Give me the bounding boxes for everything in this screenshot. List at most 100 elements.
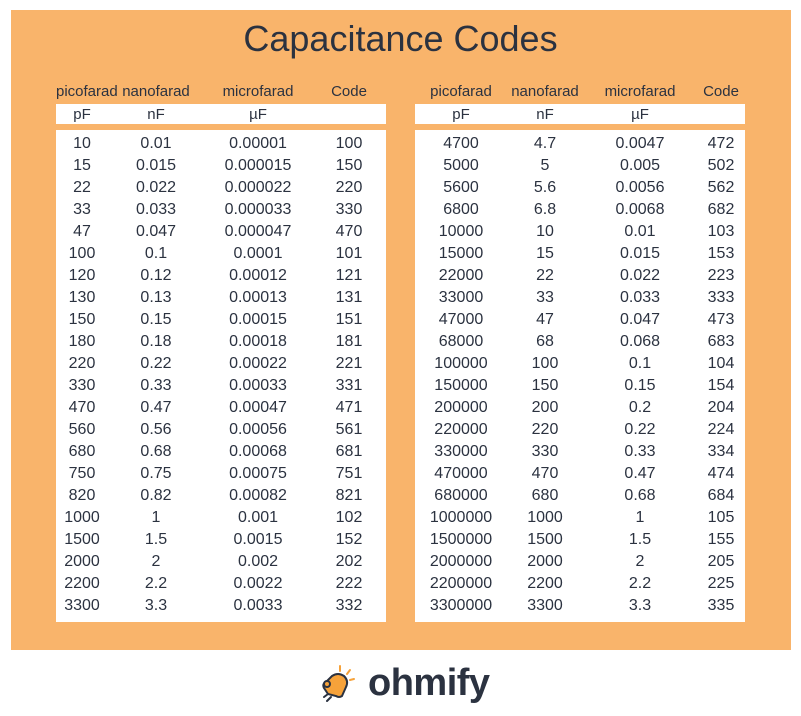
code-value: 473 <box>707 311 735 328</box>
pf-value: 2000 <box>64 553 100 570</box>
nf-value: 68 <box>536 333 554 350</box>
uf-value: 0.068 <box>619 333 661 350</box>
pf-value: 680000 <box>434 487 488 504</box>
table-row: 680 0.68 0.00068 681 <box>56 441 386 463</box>
code-value: 153 <box>707 245 735 262</box>
code-value: 684 <box>707 487 735 504</box>
header-code: Code <box>703 82 739 100</box>
uf-value: 3.3 <box>628 597 652 614</box>
pf-value: 220000 <box>434 421 488 438</box>
pf-value: 47 <box>73 223 91 240</box>
code-value: 221 <box>335 355 363 372</box>
pf-value: 4700 <box>443 135 479 152</box>
uf-value: 0.00075 <box>229 465 287 482</box>
pf-value: 180 <box>68 333 96 350</box>
table-row: 2200000 2200 2.2 225 <box>415 573 745 595</box>
pf-value: 2200000 <box>429 575 493 592</box>
uf-value: 0.0033 <box>233 597 283 614</box>
nf-value: 1.5 <box>144 531 168 548</box>
table-row: 200000 200 0.2 204 <box>415 397 745 419</box>
pf-value: 15 <box>73 157 91 174</box>
nf-value: 100 <box>531 355 559 372</box>
table-row: 22 0.022 0.000022 220 <box>56 177 386 199</box>
nf-value: 150 <box>531 377 559 394</box>
unit-row: pF nF µF <box>56 104 386 124</box>
table-row: 750 0.75 0.00075 751 <box>56 463 386 485</box>
table-row: 1500 1.5 0.0015 152 <box>56 529 386 551</box>
uf-value: 0.000022 <box>224 179 292 196</box>
table-body: 10 0.01 0.00001 100 15 0.015 0.000015 150 22 0.02… <box>56 130 386 622</box>
nf-value: 10 <box>536 223 554 240</box>
uf-value: 2 <box>635 553 645 570</box>
nf-value: 0.18 <box>140 333 172 350</box>
pf-value: 1500000 <box>429 531 493 548</box>
uf-value: 0.00068 <box>229 443 287 460</box>
code-value: 472 <box>707 135 735 152</box>
table-row: 220 0.22 0.00022 221 <box>56 353 386 375</box>
nf-value: 5 <box>540 157 550 174</box>
uf-value: 0.00018 <box>229 333 287 350</box>
pf-value: 330 <box>68 377 96 394</box>
table-row: 68000 68 0.068 683 <box>415 331 745 353</box>
pf-value: 47000 <box>438 311 484 328</box>
nf-value: 470 <box>531 465 559 482</box>
pf-value: 750 <box>68 465 96 482</box>
nf-value: 680 <box>531 487 559 504</box>
code-value: 502 <box>707 157 735 174</box>
header-microfarad: microfarad <box>604 82 676 100</box>
code-value: 333 <box>707 289 735 306</box>
code-value: 121 <box>335 267 363 284</box>
code-value: 561 <box>335 421 363 438</box>
nf-value: 1500 <box>527 531 563 548</box>
code-value: 100 <box>335 135 363 152</box>
code-value: 332 <box>335 597 363 614</box>
uf-value: 0.01 <box>624 223 656 240</box>
unit-pf: pF <box>452 105 470 123</box>
table-row: 5600 5.6 0.0056 562 <box>415 177 745 199</box>
nf-value: 5.6 <box>533 179 557 196</box>
pf-value: 130 <box>68 289 96 306</box>
table-row: 820 0.82 0.00082 821 <box>56 485 386 507</box>
code-value: 155 <box>707 531 735 548</box>
unit-nf: nF <box>536 105 554 123</box>
table-row: 3300000 3300 3.3 335 <box>415 595 745 617</box>
code-value: 220 <box>335 179 363 196</box>
nf-value: 0.47 <box>140 399 172 416</box>
code-value: 150 <box>335 157 363 174</box>
code-value: 102 <box>335 509 363 526</box>
pf-value: 820 <box>68 487 96 504</box>
uf-value: 0.015 <box>619 245 661 262</box>
table-row: 33000 33 0.033 333 <box>415 287 745 309</box>
uf-value: 0.00082 <box>229 487 287 504</box>
code-value: 202 <box>335 553 363 570</box>
code-value: 154 <box>707 377 735 394</box>
nf-value: 1000 <box>527 509 563 526</box>
page-title: Capacitance Codes <box>243 18 558 59</box>
header-nanofarad: nanofarad <box>511 82 579 100</box>
table-row: 4700 4.7 0.0047 472 <box>415 133 745 155</box>
uf-value: 0.00015 <box>229 311 287 328</box>
pf-value: 560 <box>68 421 96 438</box>
code-value: 103 <box>707 223 735 240</box>
pf-value: 33000 <box>438 289 484 306</box>
uf-value: 2.2 <box>628 575 652 592</box>
column-headers: picofarad nanofarad microfarad Code <box>415 80 745 102</box>
uf-value: 0.00047 <box>229 399 287 416</box>
uf-value: 0.22 <box>624 421 656 438</box>
code-value: 330 <box>335 201 363 218</box>
pf-value: 150000 <box>434 377 488 394</box>
table-row: 3300 3.3 0.0033 332 <box>56 595 386 617</box>
nf-value: 330 <box>531 443 559 460</box>
nf-value: 0.33 <box>140 377 172 394</box>
nf-value: 0.1 <box>144 245 168 262</box>
table-left: picofarad nanofarad microfarad Code pF n… <box>56 80 386 622</box>
table-right: picofarad nanofarad microfarad Code pF n… <box>415 80 745 622</box>
code-value: 205 <box>707 553 735 570</box>
header-nanofarad: nanofarad <box>122 82 190 100</box>
uf-value: 1.5 <box>628 531 652 548</box>
table-row: 10 0.01 0.00001 100 <box>56 133 386 155</box>
uf-value: 0.000033 <box>224 201 292 218</box>
pf-value: 330000 <box>434 443 488 460</box>
uf-value: 0.15 <box>624 377 656 394</box>
nf-value: 47 <box>536 311 554 328</box>
